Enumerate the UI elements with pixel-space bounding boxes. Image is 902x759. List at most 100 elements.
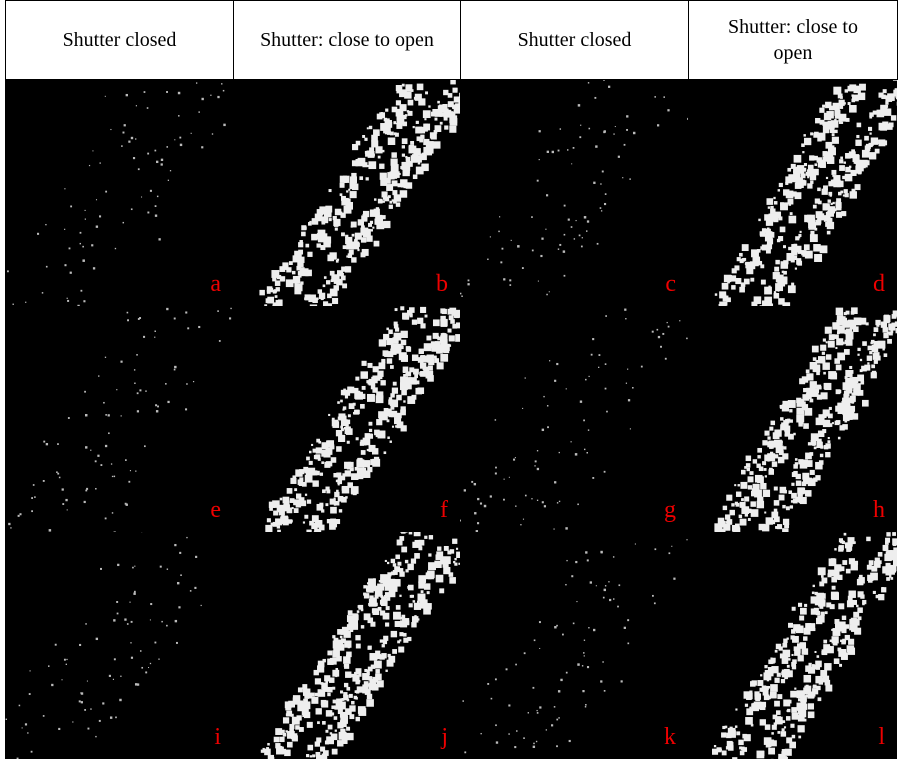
speckle (185, 408, 187, 410)
speckle (140, 650, 142, 652)
speckle (500, 261, 502, 263)
speckle (355, 233, 362, 240)
speckle (363, 593, 366, 596)
speckle (822, 362, 829, 369)
speckle (371, 229, 373, 231)
speckle (793, 464, 798, 469)
speckle (312, 480, 318, 486)
speckle (523, 519, 524, 520)
speckle (87, 681, 88, 682)
speckle (64, 188, 65, 189)
speckle (813, 585, 815, 587)
speckle (854, 154, 859, 159)
speckle (372, 459, 380, 467)
speckle (774, 487, 778, 491)
speckle (130, 470, 131, 471)
speckle (524, 652, 526, 654)
speckle (777, 731, 780, 734)
speckle (842, 616, 846, 620)
speckle (336, 702, 339, 705)
speckle (443, 347, 449, 353)
speckle (744, 279, 750, 285)
speckle (397, 540, 403, 546)
speckle (383, 334, 389, 340)
speckle (393, 563, 396, 566)
speckles (460, 532, 688, 759)
speckle (719, 291, 726, 298)
speckle (344, 664, 347, 667)
speckle (423, 367, 429, 373)
speckle (377, 114, 383, 120)
speckle (838, 390, 841, 393)
figure: Shutter closedShutter: close to openShut… (0, 0, 902, 759)
speckle (387, 572, 391, 576)
speckle (821, 575, 824, 578)
speckles (460, 80, 688, 306)
speckle (369, 683, 376, 690)
speckle (609, 599, 611, 601)
speckle (770, 208, 775, 213)
speckle (299, 497, 305, 503)
speckle (167, 568, 168, 569)
speckle (854, 317, 862, 325)
speckle (868, 346, 873, 351)
speckle (808, 222, 814, 228)
speckle (108, 432, 110, 434)
speckle (726, 733, 731, 738)
speckle (587, 220, 589, 222)
speckle (281, 517, 289, 525)
speckle (345, 395, 348, 398)
speckle (361, 371, 368, 378)
speckle (615, 126, 616, 127)
speckle (831, 170, 836, 175)
speckle (334, 286, 336, 288)
speckle (847, 407, 855, 415)
speckle (272, 500, 280, 508)
speckle (334, 504, 336, 506)
speckle (831, 203, 833, 205)
speckle (330, 507, 337, 514)
speckle (335, 228, 338, 231)
speckle (439, 588, 444, 593)
speckle (735, 708, 737, 710)
speckle (176, 642, 178, 644)
speckle (450, 80, 455, 84)
speckle (425, 113, 428, 116)
speckle (768, 667, 774, 673)
speckle (195, 556, 197, 558)
speckle (802, 648, 809, 655)
speckle (426, 572, 432, 578)
speckle (887, 339, 892, 344)
speckle (82, 246, 84, 248)
speckle (533, 746, 535, 748)
speckle (427, 591, 430, 594)
speckle (474, 483, 476, 485)
speckle (174, 369, 176, 371)
speckle (471, 481, 473, 483)
speckle (399, 595, 401, 597)
speckle (446, 108, 449, 111)
speckle (449, 315, 454, 320)
speckles (233, 532, 460, 759)
speckle (306, 754, 309, 757)
speckle (838, 408, 844, 414)
speckle (341, 497, 347, 503)
speckle (201, 146, 203, 148)
speckle (758, 219, 760, 221)
speckle (732, 268, 737, 273)
speckle (818, 386, 821, 389)
speckle (365, 151, 368, 154)
speckle (862, 400, 869, 407)
speckle (566, 560, 567, 561)
speckle (745, 717, 753, 725)
speckle (890, 550, 893, 553)
speckle (221, 83, 222, 84)
speckle (418, 357, 424, 363)
speckle (343, 389, 346, 392)
speckle (427, 357, 433, 363)
speckle (166, 91, 168, 93)
speckles (688, 532, 897, 759)
speckle (428, 105, 430, 107)
speckle (444, 546, 449, 551)
speckles (5, 306, 233, 532)
